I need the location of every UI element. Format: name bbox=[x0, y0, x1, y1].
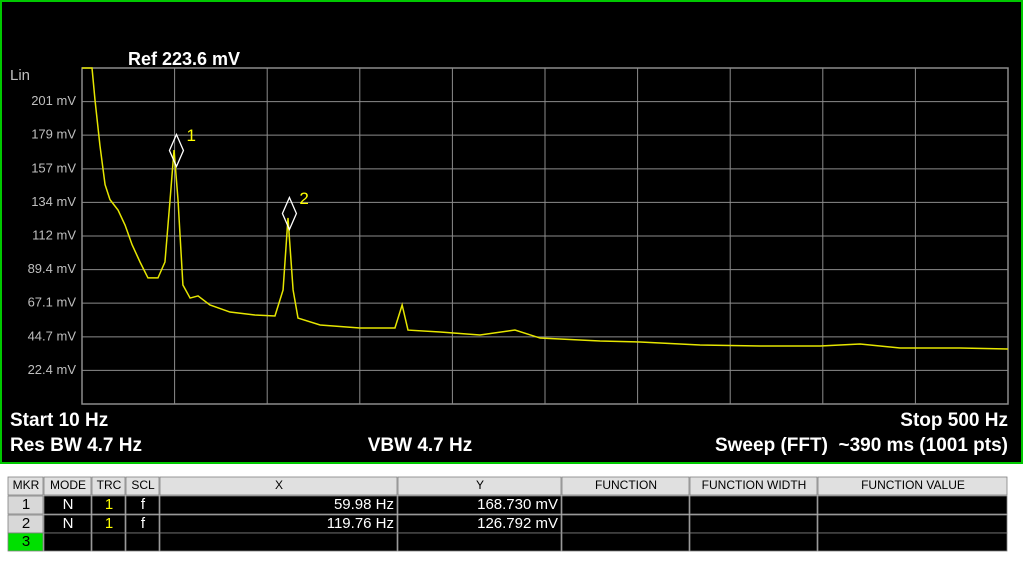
table-cell bbox=[125, 495, 160, 515]
column-header: Y bbox=[476, 478, 484, 492]
table-text: N bbox=[63, 496, 74, 513]
table-cell bbox=[91, 495, 126, 515]
sweep-info: Sweep (FFT) ~390 ms (1001 pts) bbox=[715, 435, 1008, 456]
table-cell bbox=[91, 532, 126, 552]
table-text: 119.76 Hz bbox=[327, 515, 394, 532]
table-text: 1 bbox=[22, 496, 30, 513]
y-tick-label: 157 mV bbox=[31, 160, 76, 175]
table-cell bbox=[817, 514, 1008, 534]
reference-level: Ref 223.6 mV bbox=[128, 49, 240, 69]
column-header: X bbox=[275, 478, 283, 492]
start-frequency: Start 10 Hz bbox=[10, 410, 108, 431]
header-cell bbox=[7, 476, 44, 496]
trace bbox=[82, 67, 1009, 350]
y-tick-label: 22.4 mV bbox=[28, 362, 77, 377]
header-cell bbox=[561, 476, 690, 496]
table-cell bbox=[689, 514, 818, 534]
table-text: N bbox=[63, 515, 74, 532]
column-header: MODE bbox=[50, 478, 86, 492]
table-cell bbox=[397, 495, 562, 515]
column-header: TRC bbox=[97, 478, 122, 492]
header-cell bbox=[689, 476, 818, 496]
table-text: 1 bbox=[105, 515, 113, 532]
table-text: 1 bbox=[105, 496, 113, 513]
table-text: 59.98 Hz bbox=[334, 496, 394, 513]
table-cell bbox=[159, 532, 398, 552]
marker bbox=[168, 132, 185, 169]
table-cell bbox=[561, 514, 690, 534]
table-cell bbox=[561, 495, 690, 515]
header-cell bbox=[91, 476, 126, 496]
table-cell bbox=[43, 532, 92, 552]
table-cell bbox=[561, 532, 690, 552]
table-text: f bbox=[141, 515, 146, 532]
table-cell bbox=[689, 532, 818, 552]
table-cell bbox=[7, 495, 44, 515]
table-text: 126.792 mV bbox=[477, 515, 558, 532]
header-cell bbox=[159, 476, 398, 496]
column-header: FUNCTION WIDTH bbox=[702, 478, 807, 492]
column-header: MKR bbox=[13, 478, 40, 492]
table-cell bbox=[817, 532, 1008, 552]
table-cell bbox=[159, 495, 398, 515]
table-cell bbox=[397, 532, 562, 552]
video-bandwidth: VBW 4.7 Hz bbox=[368, 435, 473, 456]
header-cell bbox=[125, 476, 160, 496]
column-header: SCL bbox=[131, 478, 155, 492]
marker bbox=[281, 195, 298, 232]
y-tick-label: 134 mV bbox=[31, 194, 76, 209]
table-cell bbox=[689, 495, 818, 515]
marker-label: 1 bbox=[186, 126, 195, 145]
stop-frequency: Stop 500 Hz bbox=[900, 410, 1008, 431]
marker-label: 2 bbox=[299, 189, 308, 208]
resolution-bandwidth: Res BW 4.7 Hz bbox=[10, 435, 142, 456]
column-header: FUNCTION bbox=[595, 478, 657, 492]
header-cell bbox=[43, 476, 92, 496]
y-tick-label: 112 mV bbox=[32, 227, 76, 242]
header-cell bbox=[397, 476, 562, 496]
table-text: f bbox=[141, 496, 146, 513]
y-tick-label: 67.1 mV bbox=[28, 295, 77, 310]
table-text: 3 bbox=[22, 533, 30, 550]
table-cell bbox=[7, 532, 44, 552]
table-cell bbox=[43, 495, 92, 515]
y-tick-label: 44.7 mV bbox=[28, 328, 77, 343]
table-cell bbox=[125, 532, 160, 552]
table-text: 2 bbox=[22, 515, 30, 532]
y-tick-label: 89.4 mV bbox=[28, 261, 77, 276]
scale-type: Lin bbox=[10, 67, 30, 84]
table-text: 168.730 mV bbox=[477, 496, 558, 513]
column-header: FUNCTION VALUE bbox=[861, 478, 965, 492]
table-cell bbox=[817, 495, 1008, 515]
header-cell bbox=[817, 476, 1008, 496]
y-tick-label: 179 mV bbox=[31, 127, 76, 142]
y-tick-label: 201 mV bbox=[31, 93, 76, 108]
display-panel bbox=[0, 0, 1023, 464]
